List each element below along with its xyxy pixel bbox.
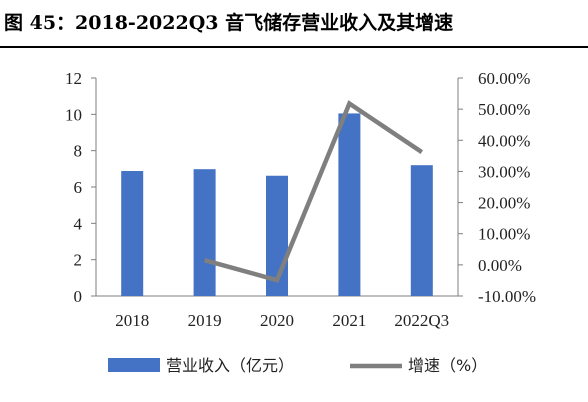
bar	[121, 171, 144, 296]
bar	[338, 113, 361, 296]
bar-series	[121, 113, 433, 296]
right-tick-label: 50.00%	[478, 100, 530, 119]
right-tick-label: -10.00%	[478, 287, 536, 306]
right-tick-label: 0.00%	[478, 256, 522, 275]
x-tick-label: 2022Q3	[394, 311, 449, 330]
legend-label-revenue: 营业收入（亿元）	[166, 356, 294, 375]
bar	[193, 169, 216, 296]
axes: 0 2 4 6 8 10 12 -10.00% 0.00% 10.00% 20.00% 30.00% 4…	[65, 69, 536, 306]
legend-swatch-revenue	[108, 358, 160, 372]
growth-line	[204, 100, 424, 283]
bar	[410, 165, 433, 296]
chart-title: 图 45：2018-2022Q3 音飞储存营业收入及其增速	[4, 12, 454, 34]
x-tick-label: 2021	[332, 311, 366, 330]
right-tick-label: 40.00%	[478, 131, 530, 150]
right-tick-label: 60.00%	[478, 69, 530, 88]
legend: 营业收入（亿元） 增速（%）	[108, 356, 487, 375]
x-tick-label: 2019	[188, 311, 222, 330]
left-tick-label: 2	[74, 251, 83, 270]
title-rule	[0, 46, 588, 48]
left-tick-label: 8	[74, 142, 83, 161]
x-tick-labels: 2018 2019 2020 2021 2022Q3	[115, 311, 449, 330]
right-tick-label: 10.00%	[478, 225, 530, 244]
left-tick-label: 4	[74, 214, 83, 233]
legend-label-growth: 增速（%）	[408, 356, 487, 375]
line-series	[204, 100, 424, 283]
right-tick-label: 30.00%	[478, 162, 530, 181]
left-tick-label: 12	[65, 69, 82, 88]
right-tick-label: 20.00%	[478, 194, 530, 213]
left-tick-label: 0	[74, 287, 83, 306]
x-tick-label: 2020	[260, 311, 294, 330]
x-tick-label: 2018	[115, 311, 149, 330]
left-tick-label: 10	[65, 105, 82, 124]
left-tick-label: 6	[74, 178, 83, 197]
